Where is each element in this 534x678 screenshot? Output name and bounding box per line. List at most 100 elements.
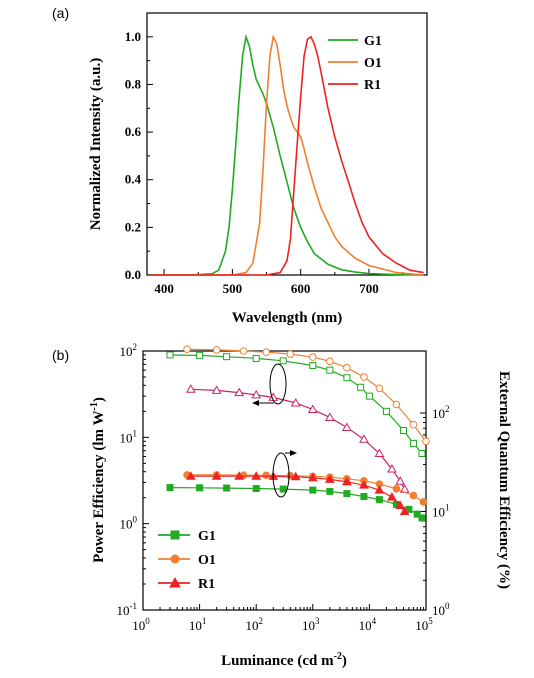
x-tick-label: 600 (291, 281, 311, 296)
data-point-g1-pe (309, 361, 317, 369)
panel-a-series (150, 33, 424, 276)
data-point-r1-pe (234, 387, 245, 397)
data-point-r1-eqe (211, 471, 222, 480)
data-point-r1-pe (395, 476, 406, 485)
data-point-r1-eqe (185, 471, 196, 480)
data-point-r1-eqe (387, 492, 397, 501)
data-point-r1-pe (387, 463, 397, 473)
data-point-g1-pe (365, 392, 373, 400)
panel-a-x-axis-title: Wavelength (nm) (232, 310, 342, 326)
panel-a-legend: G1 O1 R1 (328, 34, 382, 93)
data-point-r1-pe (342, 422, 352, 431)
data-point-r1-eqe (290, 471, 301, 481)
data-point-o1-pe (422, 437, 430, 446)
y2-tick-label: 101 (432, 503, 450, 520)
x-tick-label: 400 (154, 281, 174, 296)
data-point-r1-pe (374, 448, 385, 457)
y-tick-label: 101 (120, 428, 138, 445)
data-point-o1-pe (326, 357, 334, 366)
data-point-o1-pe (409, 420, 418, 429)
left-axis-arrow-head (252, 400, 259, 406)
data-point-r1-eqe (359, 480, 369, 489)
data-point-g1-eqe (223, 484, 231, 492)
power-efficiency-ellipse (269, 363, 287, 405)
data-point-g1-eqe (279, 485, 287, 493)
legend-label-g1: G1 (364, 34, 382, 49)
data-point-r1-eqe (342, 476, 352, 486)
panel-a-plot-frame (146, 12, 428, 276)
data-point-g1-eqe (252, 485, 260, 493)
panel-b: (b) 100 101 102 103 104 10510-110010110210010… (52, 342, 512, 669)
data-point-g1-pe (252, 354, 260, 362)
data-point-o1-pe (183, 345, 191, 353)
x-tick-label: 100 (132, 616, 150, 633)
series-line-o1 (150, 34, 424, 276)
panel-a-y-axis-title: Normalized Intensity (a.u.) (88, 58, 104, 231)
y-tick-label: 0.0 (125, 267, 141, 282)
data-point-r1-eqe (251, 471, 262, 480)
y-tick-label: 1.0 (125, 29, 141, 44)
panel-a-axes: 400 500 600 700 0.0 0.2 0.4 0.6 0.8 1.0 (125, 12, 404, 296)
y-tick-label: 100 (120, 515, 138, 532)
data-point-r1-eqe (324, 474, 335, 483)
data-point-g1-pe (409, 439, 417, 447)
data-point-o1-pe (360, 373, 368, 381)
data-point-g1-pe (399, 426, 407, 434)
data-point-g1-eqe (360, 492, 368, 500)
data-point-r1-pe (324, 412, 335, 421)
x-tick-label: 101 (189, 616, 207, 633)
panel-b-label: (b) (52, 347, 69, 363)
y2-tick-label: 102 (432, 404, 450, 421)
y-tick-label: 0.4 (125, 172, 142, 187)
series-line-r1-eqe (190, 475, 406, 512)
data-point-o1-pe (239, 347, 248, 355)
series-line-r1 (150, 35, 424, 276)
panel-b-plot-frame (142, 350, 427, 611)
series-line-g1 (150, 33, 424, 276)
panel-b-x-axis-title: Luminance (cd m-2) (221, 651, 347, 669)
data-point-r1-eqe (307, 472, 318, 482)
data-point-g1-pe (166, 351, 174, 359)
data-point-o1-pe (262, 348, 270, 356)
data-point-r1-eqe (395, 500, 406, 510)
data-point-r1-pe (290, 397, 301, 407)
data-point-g1-eqe (343, 490, 351, 498)
data-point-r1-eqe (399, 506, 410, 515)
data-point-o1-eqe (262, 471, 270, 480)
data-point-g1-eqe (413, 510, 421, 518)
legend-marker-o1 (170, 554, 180, 564)
data-point-o1-pe (375, 384, 384, 393)
data-point-o1-pe (343, 363, 351, 372)
data-point-g1-eqe (166, 484, 174, 492)
data-point-g1-pe (279, 357, 287, 365)
data-point-o1-pe (392, 400, 401, 409)
data-point-r1-pe (211, 385, 222, 394)
panel-b-legend: G1 O1 R1 (158, 529, 216, 592)
data-point-o1-pe (309, 353, 317, 361)
data-point-g1-pe (343, 374, 351, 382)
y2-tick-label: 100 (432, 601, 450, 618)
x-tick-label: 104 (359, 616, 377, 633)
data-point-g1-pe (223, 353, 231, 361)
data-point-r1-pe (359, 434, 369, 443)
y-tick-label: 102 (120, 342, 138, 359)
legend-label-o1: O1 (198, 553, 216, 568)
x-tick-label: 103 (302, 616, 320, 633)
series-line-o1-pe (186, 348, 427, 442)
x-tick-label: 102 (245, 616, 263, 633)
data-point-o1-eqe (419, 498, 428, 506)
x-tick-label: 500 (223, 281, 243, 296)
data-point-r1-eqe (234, 471, 245, 480)
data-point-g1-pe (382, 407, 390, 415)
data-point-g1-eqe (309, 486, 317, 494)
data-point-r1-pe (251, 389, 262, 399)
panel-a: (a) 400 500 600 700 0.0 0.2 0.4 0.6 0.8 1.0 G1 O1 R… (52, 5, 428, 326)
data-point-o1-eqe (392, 485, 401, 493)
legend-label-o1: O1 (364, 56, 382, 71)
legend-label-r1: R1 (198, 577, 215, 592)
data-point-r1-eqe (374, 485, 385, 494)
data-point-o1-eqe (409, 491, 418, 500)
panel-a-label: (a) (52, 5, 69, 21)
panel-b-series (166, 345, 430, 522)
